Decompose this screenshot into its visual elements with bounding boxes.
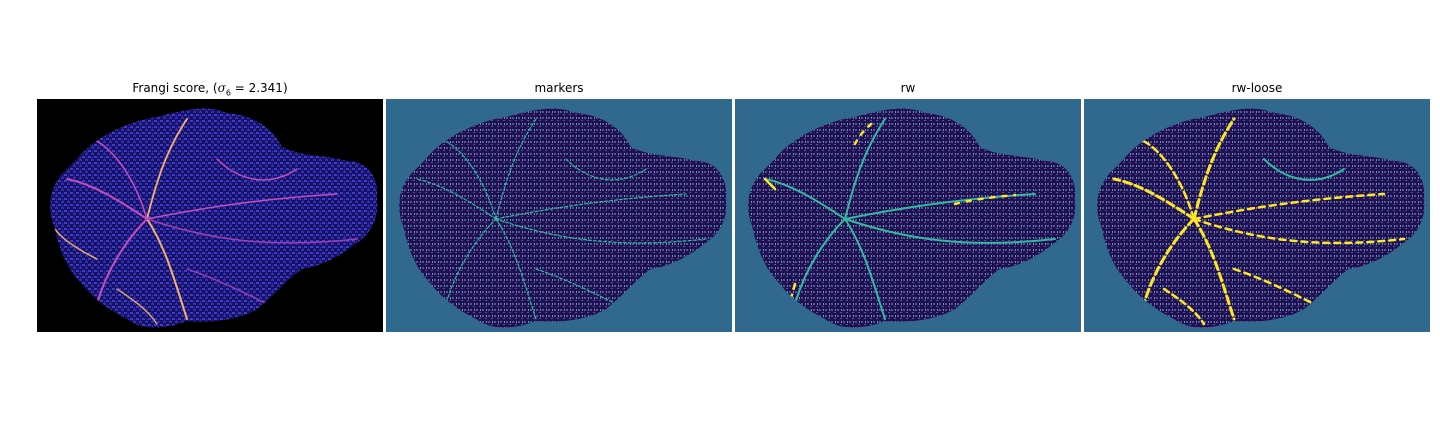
panel-title-frangi: Frangi score, (σ6 = 2.341) bbox=[132, 81, 288, 98]
rw-loose-image bbox=[1084, 99, 1430, 332]
markers-image bbox=[386, 99, 732, 332]
panel-title-markers: markers bbox=[534, 81, 584, 95]
frangi-score-image bbox=[37, 99, 383, 332]
rw-image bbox=[735, 99, 1081, 332]
panel-title-rw-loose: rw-loose bbox=[1231, 81, 1283, 95]
panel-title-rw: rw bbox=[900, 81, 916, 95]
